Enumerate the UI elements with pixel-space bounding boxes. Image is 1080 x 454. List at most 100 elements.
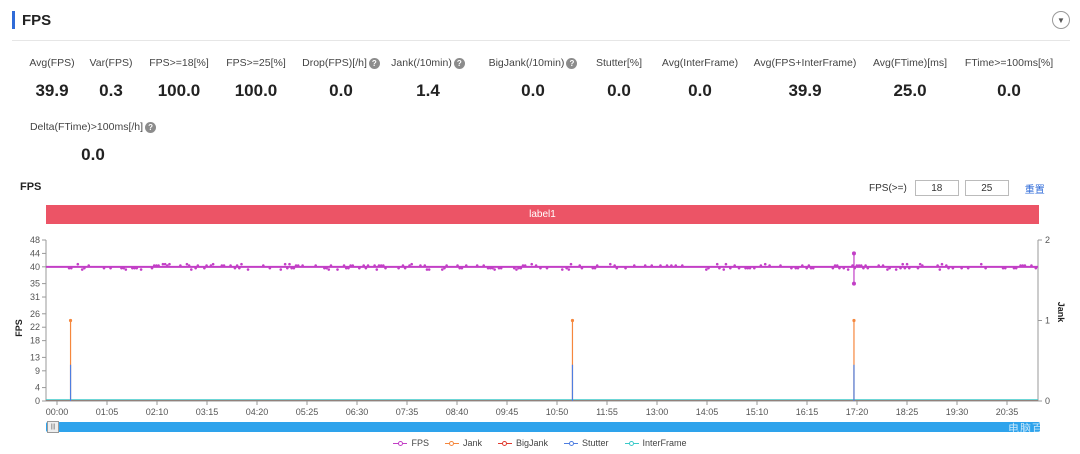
fps-point <box>886 268 889 271</box>
metric-value: 0.0 <box>688 81 712 100</box>
reset-button[interactable]: 重置 <box>1024 184 1045 196</box>
metric-label: FTime>=100ms[%] <box>939 57 1079 69</box>
y-tick-label: 0 <box>35 396 40 406</box>
fps-point <box>938 268 942 271</box>
fps-point <box>344 266 348 270</box>
fps-point <box>790 266 793 270</box>
fps-point <box>349 264 352 267</box>
section-header: FPS <box>12 10 51 30</box>
fps-point <box>235 264 239 267</box>
metric-4: Drop(FPS)[/h]? 0.0 <box>271 57 411 101</box>
fps-point <box>936 264 939 267</box>
fps-point <box>737 266 741 270</box>
fps-point <box>632 264 636 267</box>
fps-point <box>292 266 296 270</box>
legend-line-dot-icon <box>444 439 459 447</box>
slider-handle[interactable]: ||| <box>47 421 59 433</box>
fps-point <box>916 266 920 270</box>
help-icon[interactable]: ? <box>145 121 157 133</box>
fps-point <box>722 268 726 271</box>
fps-point <box>523 264 527 267</box>
fps-point <box>979 262 983 266</box>
x-tick-label: 06:30 <box>346 407 369 417</box>
fps-threshold-2-input[interactable] <box>964 180 1009 196</box>
help-icon[interactable]: ? <box>368 57 380 69</box>
help-icon[interactable]: ? <box>453 57 465 69</box>
fps-point <box>135 266 139 270</box>
fps-point <box>139 268 143 271</box>
chart-title: FPS <box>20 181 42 193</box>
fps-point <box>515 268 518 271</box>
fps-point <box>753 266 756 270</box>
watermark: 电脑百科网 <box>1008 423 1068 435</box>
fps-point <box>615 266 619 270</box>
help-icon[interactable]: ? <box>566 57 578 69</box>
fps-point <box>229 264 232 267</box>
fps-point <box>329 264 333 267</box>
fps-point <box>838 266 841 270</box>
legend-item-stutter[interactable]: Stutter <box>564 438 609 448</box>
fps-point <box>155 264 158 267</box>
legend-item-interframe[interactable]: InterFrame <box>624 438 687 448</box>
fps-point <box>238 266 241 270</box>
fps-point <box>109 266 112 270</box>
legend-item-fps[interactable]: FPS <box>393 438 429 448</box>
fps-point <box>351 264 355 267</box>
fps-point <box>512 266 516 270</box>
metric-label-text: Avg(FPS) <box>29 57 75 69</box>
fps-point <box>482 264 486 267</box>
legend-label: Stutter <box>582 438 609 448</box>
x-tick-label: 05:25 <box>296 407 319 417</box>
y-tick-label: 44 <box>30 248 40 258</box>
metric-value: 100.0 <box>157 81 201 100</box>
fps-point <box>493 268 496 271</box>
fps-point <box>624 266 627 270</box>
x-tick-label: 13:00 <box>646 407 669 417</box>
fps-point <box>443 266 446 270</box>
fps-point <box>486 266 490 270</box>
fps-point <box>301 264 304 267</box>
y-tick-label: 35 <box>30 279 40 289</box>
metric-label: Jank(/10min)? <box>358 57 498 69</box>
metric-label: Var(FPS) <box>41 57 181 69</box>
metric-label: Drop(FPS)[/h]? <box>271 57 411 69</box>
legend-item-jank[interactable]: Jank <box>444 438 482 448</box>
fps-point <box>168 262 171 266</box>
fps-point <box>475 264 479 267</box>
metric-label: FPS>=25[%] <box>186 57 326 69</box>
y-tick-label: 31 <box>30 292 40 302</box>
fps-point <box>794 266 798 270</box>
legend-item-bigjank[interactable]: BigJank <box>497 438 548 448</box>
time-range-slider[interactable]: ||| <box>46 421 1040 433</box>
fps-point <box>440 268 444 271</box>
metric-label-text: FTime>=100ms[%] <box>964 57 1054 69</box>
y-tick-label: 9 <box>35 366 40 376</box>
fps-point <box>246 268 250 271</box>
header-divider <box>12 40 1070 41</box>
fps-point <box>384 266 387 270</box>
fps-point <box>296 264 300 267</box>
fps-point <box>458 266 462 270</box>
fps-point <box>539 266 542 270</box>
fps-point <box>966 266 970 270</box>
fps-point <box>347 266 350 270</box>
fps-threshold-1-input[interactable] <box>914 180 959 196</box>
section-accent-bar <box>12 11 15 29</box>
fps-point <box>342 264 346 267</box>
fps-point <box>842 266 846 270</box>
collapse-chevron-down-icon[interactable]: ▼ <box>1052 11 1070 29</box>
fps-point <box>205 264 208 267</box>
legend-line-dot-icon <box>564 439 579 447</box>
x-tick-label: 02:10 <box>146 407 169 417</box>
fps-threshold-controls: FPS(>=) 重置 <box>869 180 1045 196</box>
y2-tick-label: 2 <box>1045 235 1050 245</box>
fps-point <box>268 266 272 270</box>
metric-12: Delta(FTime)>100ms[/h]? 0.0 <box>23 121 163 165</box>
fps-point <box>358 266 361 270</box>
fps-point <box>488 266 492 270</box>
fps-point <box>809 266 813 270</box>
fps-point <box>194 266 197 270</box>
metric-value: 0.0 <box>329 81 353 100</box>
x-tick-label: 03:15 <box>196 407 219 417</box>
metric-9: Avg(FPS+InterFrame) 39.9 <box>735 57 875 101</box>
